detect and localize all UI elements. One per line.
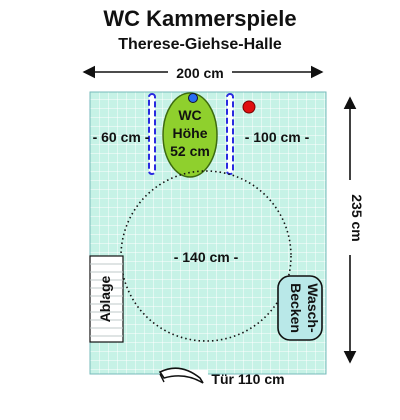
grab-bar-left: [148, 93, 156, 175]
grab-bar-right: [226, 93, 234, 175]
sink: Wasch- Becken: [277, 275, 323, 341]
flush-button-icon: [188, 93, 198, 103]
sink-label-line1: Wasch-: [305, 283, 321, 333]
right-gap-label: - 100 cm -: [245, 129, 310, 145]
height-dimension: 235 cm: [343, 96, 365, 364]
door: Tür 110 cm: [158, 367, 285, 387]
page-subtitle: Therese-Giehse-Halle: [118, 36, 282, 53]
width-label: 200 cm: [176, 65, 223, 81]
toilet: WC Höhe 52 cm: [162, 92, 218, 178]
door-label: Tür 110 cm: [211, 371, 284, 387]
shelf: Ablage: [89, 255, 124, 343]
left-gap-label: - 60 cm -: [93, 129, 150, 145]
page-title: WC Kammerspiele: [103, 6, 297, 31]
toilet-label-line1: WC: [178, 107, 201, 123]
toilet-label-line2: Höhe: [173, 125, 208, 141]
height-label: 235 cm: [349, 194, 365, 241]
turning-circle-label: - 140 cm -: [174, 249, 239, 265]
alarm-button-icon: [242, 100, 256, 114]
width-dimension: 200 cm: [82, 65, 324, 81]
shelf-label: Ablage: [97, 275, 113, 322]
toilet-label-line3: 52 cm: [170, 143, 210, 159]
sink-label-line2: Becken: [288, 283, 304, 333]
